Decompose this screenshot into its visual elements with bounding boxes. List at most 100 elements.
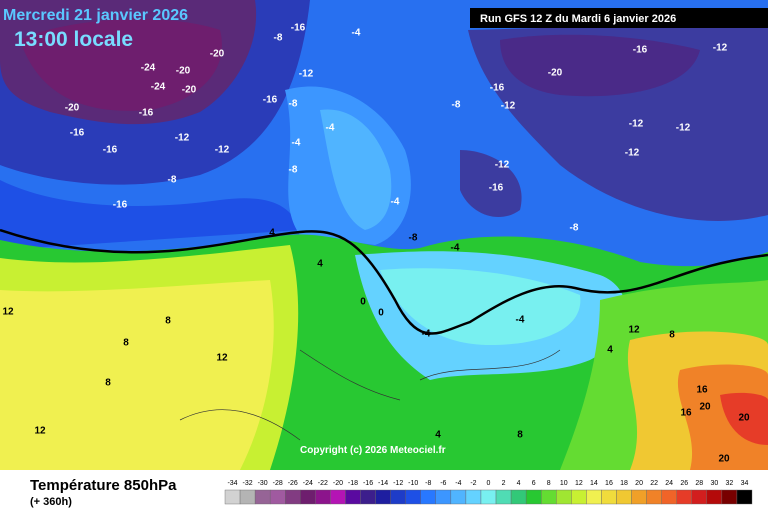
contour-label: -16 xyxy=(113,200,128,211)
contour-label: 4 xyxy=(269,228,275,239)
legend-tick-label: -22 xyxy=(318,480,328,487)
forecast-time: 13:00 locale xyxy=(14,28,133,51)
legend-tick-label: 16 xyxy=(605,480,613,487)
contour-label: 4 xyxy=(317,259,323,270)
contour-label: -16 xyxy=(263,95,278,106)
contour-label: -12 xyxy=(629,119,644,130)
legend-cell xyxy=(300,489,316,505)
legend-tick-label: 24 xyxy=(665,480,673,487)
legend-tick-label: -8 xyxy=(425,480,431,487)
contour-label: -20 xyxy=(65,103,80,114)
contour-label: -20 xyxy=(176,66,191,77)
legend-cell xyxy=(721,489,738,505)
contour-label: 20 xyxy=(699,402,711,413)
legend-tick-label: -12 xyxy=(393,480,403,487)
legend-tick-label: -18 xyxy=(348,480,358,487)
legend-cell xyxy=(450,489,467,505)
contour-label: -16 xyxy=(490,83,505,94)
contour-label: 8 xyxy=(517,430,523,441)
legend-tick-label: -10 xyxy=(408,480,418,487)
legend-cell xyxy=(435,489,452,505)
color-legend: -34 -32 -30 -28 -26 -24 -22 -20 -18 -16 -14 -12 -10-… xyxy=(224,480,753,505)
contour-label: 8 xyxy=(165,316,171,327)
contour-label: -20 xyxy=(182,85,197,96)
legend-tick-label: 0 xyxy=(487,480,491,487)
legend-tick-label: -4 xyxy=(455,480,461,487)
legend-tick-label: 20 xyxy=(635,480,643,487)
contour-label: -8 xyxy=(168,175,177,186)
contour-label: 20 xyxy=(718,454,730,465)
contour-label: -8 xyxy=(409,233,418,244)
legend-cell xyxy=(375,489,391,505)
contour-label: -4 xyxy=(451,243,460,254)
contour-label: 8 xyxy=(105,378,111,389)
legend-tick-label: -16 xyxy=(363,480,373,487)
contour-label: 8 xyxy=(669,330,675,341)
legend-tick-label: 26 xyxy=(680,480,688,487)
contour-label: 0 xyxy=(378,308,384,319)
legend-tick-label: -34 xyxy=(227,480,237,487)
contour-label: -16 xyxy=(139,108,154,119)
legend-cell xyxy=(571,489,587,505)
legend-tick-label: -2 xyxy=(470,480,476,487)
contour-label: -16 xyxy=(291,23,306,34)
legend-tick-label: 8 xyxy=(547,480,551,487)
legend-tick-label: 10 xyxy=(560,480,568,487)
legend-tick-label: 2 xyxy=(502,480,506,487)
copyright: Copyright (c) 2026 Meteociel.fr xyxy=(300,445,446,456)
legend-cell xyxy=(616,489,632,505)
legend-tick-label: 18 xyxy=(620,480,628,487)
legend-cell xyxy=(586,489,602,505)
contour-label: 16 xyxy=(696,385,708,396)
contour-label: -4 xyxy=(391,197,400,208)
legend-cell xyxy=(480,489,497,505)
legend-cell xyxy=(676,489,692,505)
contour-label: -20 xyxy=(210,49,225,60)
legend-cell xyxy=(285,489,301,505)
contour-label: -12 xyxy=(299,69,314,80)
legend-tick-label: -30 xyxy=(258,480,268,487)
legend-tick-label: 32 xyxy=(726,480,734,487)
legend-cell xyxy=(525,489,542,505)
contour-label: -8 xyxy=(289,99,298,110)
legend-cell xyxy=(601,489,617,505)
legend-tick-label: 30 xyxy=(710,480,718,487)
contour-label: -12 xyxy=(676,123,691,134)
run-box xyxy=(470,8,768,28)
legend-tick-label: -28 xyxy=(273,480,283,487)
legend-tick-label: -32 xyxy=(243,480,253,487)
contour-label: -16 xyxy=(633,45,648,56)
contour-label: -4 xyxy=(352,28,361,39)
contour-label: -8 xyxy=(274,33,283,44)
forecast-date: Mercredi 21 janvier 2026 xyxy=(3,7,188,24)
legend-tick-label: 12 xyxy=(575,480,583,487)
contour-label: -24 xyxy=(141,63,156,74)
contour-label: -12 xyxy=(215,145,230,156)
legend-cell xyxy=(465,489,482,505)
legend-cell xyxy=(224,489,241,505)
contour-label: -4 xyxy=(516,315,525,326)
legend-cell xyxy=(646,489,662,505)
legend-cell xyxy=(239,489,256,505)
contour-label: -12 xyxy=(713,43,728,54)
contour-label: 4 xyxy=(607,345,613,356)
run-info: Run GFS 12 Z du Mardi 6 janvier 2026 xyxy=(480,13,676,25)
legend-tick-label: 22 xyxy=(650,480,658,487)
contour-label: 20 xyxy=(738,413,750,424)
legend-tick-label: 6 xyxy=(532,480,536,487)
legend-cell xyxy=(631,489,647,505)
legend-tick-label: -26 xyxy=(288,480,298,487)
legend-cell xyxy=(420,489,437,505)
contour-label: -12 xyxy=(501,101,516,112)
legend-cell xyxy=(269,489,286,505)
legend-cell xyxy=(736,489,753,505)
map-background xyxy=(0,0,768,470)
legend-tick-label: 28 xyxy=(695,480,703,487)
contour-label: -16 xyxy=(70,128,85,139)
legend-cell xyxy=(691,489,708,505)
legend-tick-label: -20 xyxy=(333,480,343,487)
contour-label: -4 xyxy=(422,329,431,340)
contour-label: -12 xyxy=(625,148,640,159)
contour-label: 12 xyxy=(2,307,14,318)
